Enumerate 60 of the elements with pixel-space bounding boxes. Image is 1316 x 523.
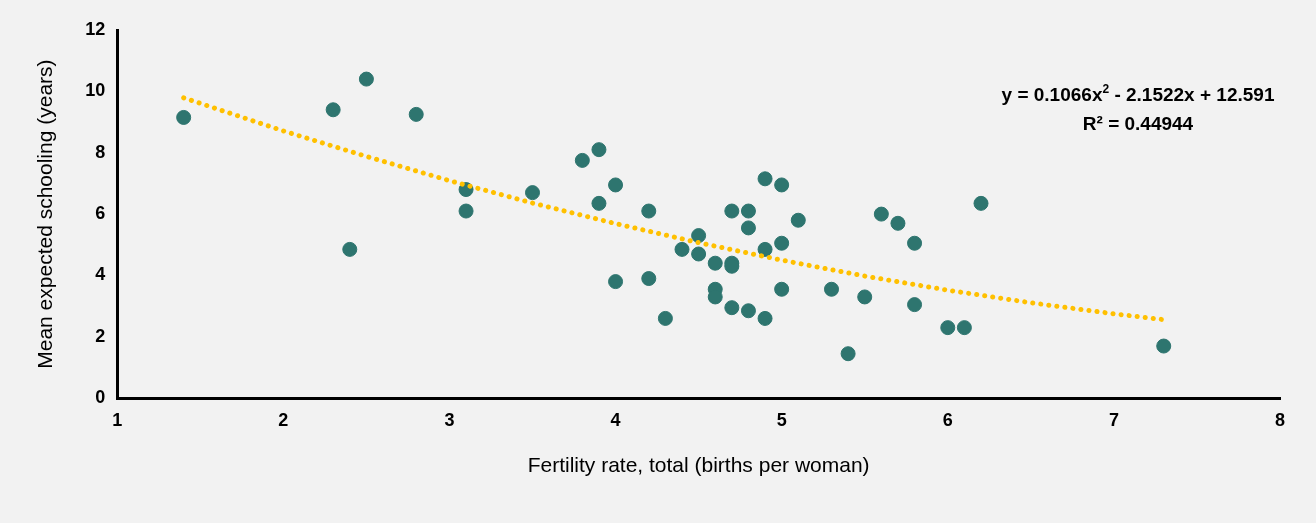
x-tick-label: 3: [444, 409, 455, 430]
point: [608, 177, 624, 193]
point: [358, 71, 374, 87]
point: [1156, 338, 1172, 354]
point: [408, 106, 424, 122]
point: [956, 320, 972, 336]
x-tick-label: 2: [278, 409, 289, 430]
point: [657, 310, 673, 326]
point: [890, 215, 906, 231]
point: [641, 271, 657, 287]
point: [525, 185, 540, 201]
point: [608, 274, 624, 290]
point: [873, 206, 889, 222]
x-tick-label: 6: [942, 409, 953, 430]
point: [774, 235, 790, 251]
point: [724, 300, 740, 316]
point: [907, 297, 923, 313]
point: [458, 203, 474, 219]
point: [757, 241, 773, 257]
x-tick-label: 4: [610, 409, 621, 430]
point: [840, 346, 856, 362]
y-axis-title: Mean expected schooling (years): [33, 59, 57, 369]
point: [740, 303, 756, 319]
y-tick-label: 10: [85, 80, 106, 101]
point: [757, 171, 773, 187]
point: [940, 320, 956, 336]
x-tick-label: 1: [112, 409, 123, 430]
point: [973, 195, 989, 211]
point: [674, 241, 690, 257]
point: [757, 310, 773, 326]
x-tick-label: 5: [776, 409, 787, 430]
point: [774, 281, 790, 297]
point: [857, 289, 873, 305]
point: [691, 228, 707, 244]
x-axis-title: Fertility rate, total (births per woman): [527, 453, 870, 477]
point: [691, 246, 707, 262]
y-tick-label: 6: [95, 203, 106, 224]
point: [176, 109, 192, 125]
point: [774, 177, 790, 193]
y-tick-label: 2: [95, 325, 106, 346]
point: [325, 102, 341, 118]
point: [591, 195, 607, 211]
point: [707, 255, 723, 271]
point: [724, 203, 740, 219]
x-tick-label: 8: [1274, 409, 1286, 430]
annotation: R² = 0.44944: [1082, 113, 1194, 135]
point: [907, 235, 923, 251]
point: [824, 281, 839, 297]
point: [574, 152, 590, 168]
point: [591, 142, 607, 158]
y-tick-label: 8: [95, 141, 106, 162]
y-tick-label: 0: [95, 387, 106, 408]
point: [740, 203, 756, 219]
y-tick-label: 4: [95, 264, 106, 285]
point: [740, 220, 756, 236]
point: [790, 212, 806, 228]
point: [641, 203, 657, 219]
x-tick-label: 7: [1108, 409, 1119, 430]
point: [342, 241, 358, 257]
y-tick-label: 12: [85, 18, 106, 39]
